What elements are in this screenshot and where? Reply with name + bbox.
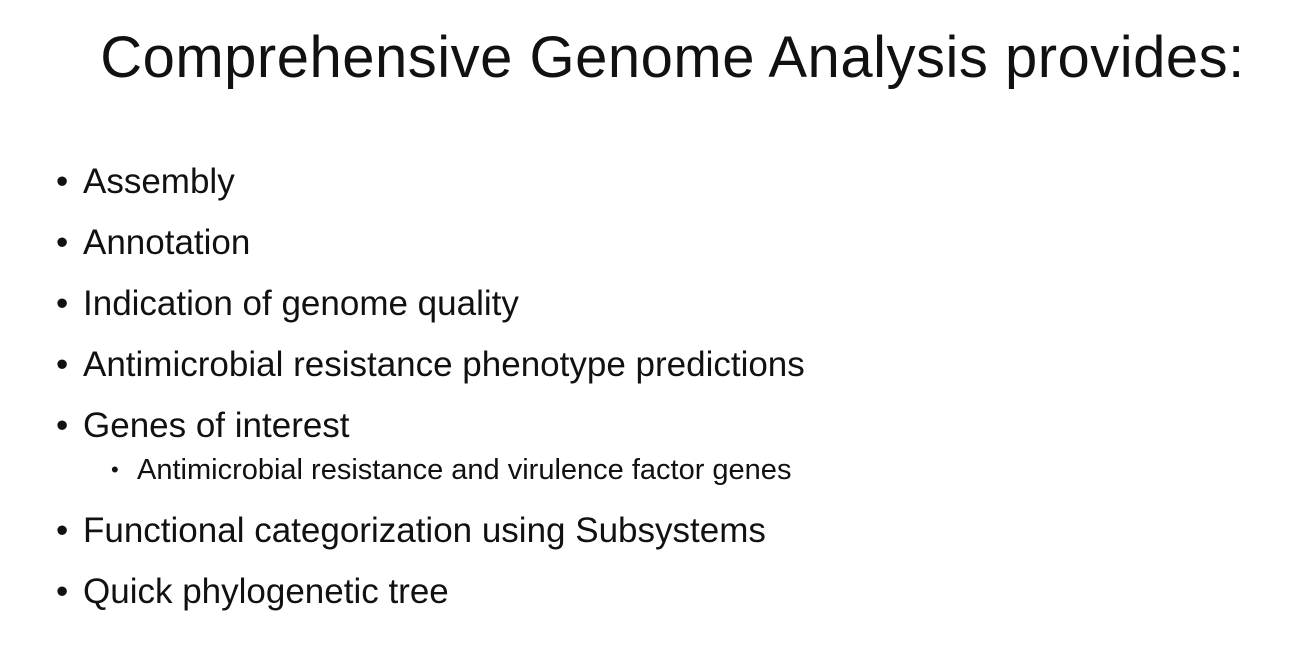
list-item: • Antimicrobial resistance phenotype pre…	[56, 341, 1256, 389]
bullet-list: • Assembly • Annotation • Indication of …	[56, 158, 1256, 629]
list-item: • Assembly	[56, 158, 1256, 206]
list-item-text: Functional categorization using Subsyste…	[83, 511, 766, 550]
list-item-text: Genes of interest	[83, 406, 350, 445]
bullet-icon: •	[56, 345, 69, 384]
sub-list-item: • Antimicrobial resistance and virulence…	[111, 453, 1256, 487]
sub-list-item-text: Antimicrobial resistance and virulence f…	[137, 454, 792, 486]
list-item-text: Annotation	[83, 223, 251, 262]
bullet-icon: •	[56, 511, 69, 550]
list-item: • Quick phylogenetic tree	[56, 568, 1256, 616]
list-item-text: Assembly	[83, 162, 235, 201]
list-item: • Genes of interest	[56, 402, 1256, 450]
bullet-icon: •	[56, 406, 69, 445]
sub-bullet-icon: •	[111, 457, 119, 482]
list-item-text: Quick phylogenetic tree	[83, 572, 449, 611]
slide-title: Comprehensive Genome Analysis provides:	[100, 25, 1245, 90]
list-item-text: Indication of genome quality	[83, 284, 519, 323]
list-item: • Annotation	[56, 219, 1256, 267]
bullet-icon: •	[56, 162, 69, 201]
list-item-text: Antimicrobial resistance phenotype predi…	[83, 345, 805, 384]
bullet-icon: •	[56, 223, 69, 262]
bullet-icon: •	[56, 572, 69, 611]
list-item: • Indication of genome quality	[56, 280, 1256, 328]
bullet-icon: •	[56, 284, 69, 323]
list-item: • Functional categorization using Subsys…	[56, 507, 1256, 555]
